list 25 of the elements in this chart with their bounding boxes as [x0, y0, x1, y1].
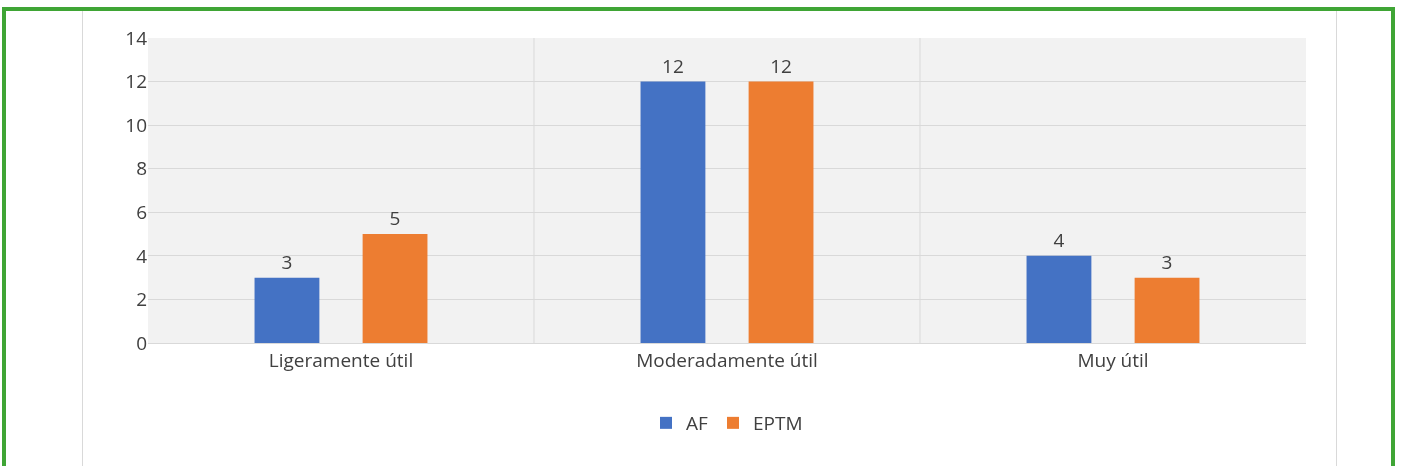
data-label: 3 — [1161, 248, 1173, 275]
y-tick-label: 12 — [125, 68, 147, 95]
data-label: 3 — [281, 248, 293, 275]
x-tick-label: Moderadamente útil — [636, 346, 818, 373]
bar — [362, 234, 428, 343]
y-tick-label: 4 — [136, 242, 148, 269]
data-label: 5 — [389, 205, 401, 232]
y-tick-label: 10 — [125, 111, 147, 138]
x-tick-label: Ligeramente útil — [268, 346, 414, 373]
bar — [1026, 255, 1092, 343]
data-label: 12 — [770, 52, 792, 79]
data-label: 4 — [1053, 226, 1065, 253]
bar — [640, 81, 706, 343]
y-tick-label: 2 — [136, 286, 147, 313]
y-tick-label: 6 — [136, 198, 147, 225]
legend-label: AF — [686, 410, 709, 437]
bar — [1134, 277, 1200, 343]
bar — [254, 277, 320, 343]
x-tick-label: Muy útil — [1077, 346, 1149, 373]
data-label: 12 — [662, 52, 684, 79]
y-tick-label: 8 — [136, 155, 147, 182]
bar — [748, 81, 814, 343]
y-tick-label: 14 — [125, 24, 148, 51]
y-tick-label: 0 — [136, 329, 147, 356]
legend-label: EPTM — [753, 410, 803, 437]
